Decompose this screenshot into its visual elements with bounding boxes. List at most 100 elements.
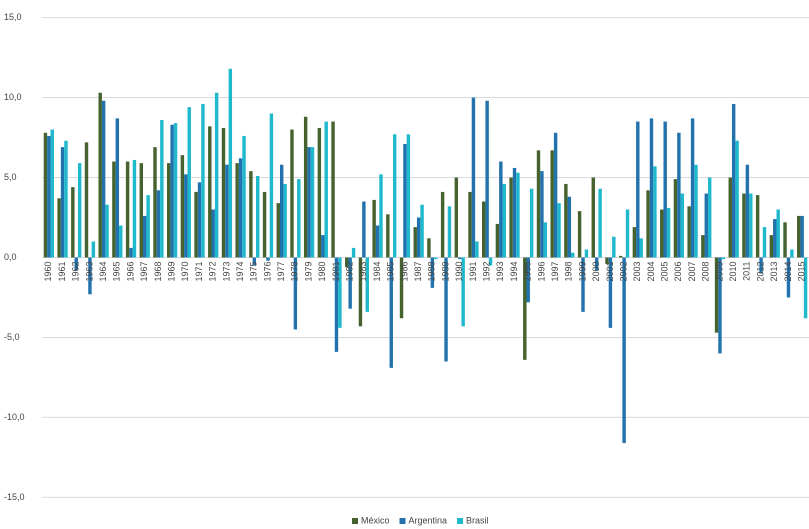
bar — [60, 147, 65, 258]
y-tick-label: 15,0 — [4, 12, 22, 22]
bar — [687, 206, 691, 258]
bar — [71, 187, 75, 258]
bar — [307, 147, 311, 258]
x-tick-label: 1978 — [290, 261, 300, 281]
bar — [468, 191, 472, 258]
bar — [345, 257, 349, 268]
y-tick-label: -5,0 — [4, 332, 20, 342]
bar — [663, 121, 667, 258]
x-tick-label: 1967 — [139, 261, 149, 281]
x-tick-label: 1990 — [454, 261, 464, 281]
x-tick-label: 2008 — [701, 261, 711, 281]
bar — [461, 257, 465, 327]
bar — [208, 126, 212, 258]
bar — [249, 171, 253, 258]
x-tick-label: 1997 — [550, 261, 560, 281]
bar — [43, 132, 48, 258]
bar — [201, 103, 205, 258]
bar — [119, 225, 123, 258]
bar — [64, 140, 68, 258]
bar — [293, 257, 298, 330]
bar — [800, 215, 804, 258]
bar — [618, 255, 623, 258]
legend-label: Argentina — [409, 515, 448, 525]
bar — [372, 199, 376, 258]
bar — [649, 118, 654, 258]
bar — [540, 171, 544, 258]
bar — [194, 191, 198, 258]
x-tick-label: 1971 — [194, 261, 204, 281]
bar — [84, 142, 89, 258]
bar — [797, 215, 801, 258]
bar — [790, 249, 794, 258]
x-tick-label: 2005 — [660, 261, 670, 281]
bar — [91, 241, 96, 258]
bar — [502, 183, 506, 258]
bar — [331, 121, 335, 258]
bar — [639, 238, 643, 258]
bar — [74, 257, 78, 271]
x-tick-label: 2009 — [714, 261, 724, 281]
bar — [77, 163, 82, 258]
x-tick-label: 2003 — [632, 261, 642, 281]
bar — [769, 235, 774, 258]
bar — [701, 235, 705, 258]
x-tick-label: 2004 — [646, 261, 656, 281]
bar — [235, 163, 239, 258]
bar — [803, 257, 808, 319]
bar — [550, 150, 554, 258]
y-tick-label: -10,0 — [4, 412, 25, 422]
legend-swatch — [352, 518, 358, 524]
bar — [348, 257, 352, 309]
x-tick-label: 1960 — [43, 261, 53, 281]
bar — [262, 191, 267, 258]
bar — [98, 92, 102, 258]
bar — [238, 158, 243, 258]
bar — [488, 257, 493, 266]
bar — [242, 135, 246, 258]
bar — [690, 118, 695, 258]
bar — [444, 257, 448, 362]
bar — [553, 132, 558, 258]
bar — [427, 238, 431, 258]
bar — [132, 159, 137, 258]
bar — [221, 127, 226, 258]
bar — [351, 247, 356, 258]
x-tick-label: 1984 — [372, 261, 382, 281]
x-tick-label: 1999 — [577, 261, 587, 281]
bar — [564, 183, 568, 258]
bar — [718, 257, 722, 354]
bar — [399, 257, 404, 319]
x-tick-label: 1968 — [153, 261, 163, 281]
bar — [612, 236, 616, 258]
bar — [512, 167, 517, 258]
bar — [153, 147, 157, 258]
x-tick-label: 2006 — [673, 261, 683, 281]
x-tick-label: 2013 — [769, 261, 779, 281]
x-tick-label: 1969 — [166, 261, 176, 281]
x-tick-label: 1972 — [208, 261, 218, 281]
bar — [731, 103, 736, 258]
x-tick-label: 1996 — [536, 261, 546, 281]
bar — [386, 214, 390, 258]
bar — [420, 204, 424, 258]
bar — [321, 235, 325, 258]
x-tick-label: 1961 — [57, 261, 67, 281]
bar — [673, 179, 678, 258]
bar — [334, 257, 339, 352]
x-tick-label: 2000 — [591, 261, 601, 281]
bar — [458, 257, 462, 260]
bar — [365, 257, 370, 312]
bar — [187, 107, 191, 258]
bar — [125, 161, 130, 258]
bar — [594, 257, 599, 271]
bar — [416, 217, 421, 258]
bar — [632, 227, 637, 258]
bar — [156, 190, 161, 258]
bar — [625, 209, 630, 258]
bar — [762, 227, 767, 258]
legend-swatch — [399, 518, 406, 524]
bar — [173, 123, 178, 258]
bar — [571, 252, 575, 258]
